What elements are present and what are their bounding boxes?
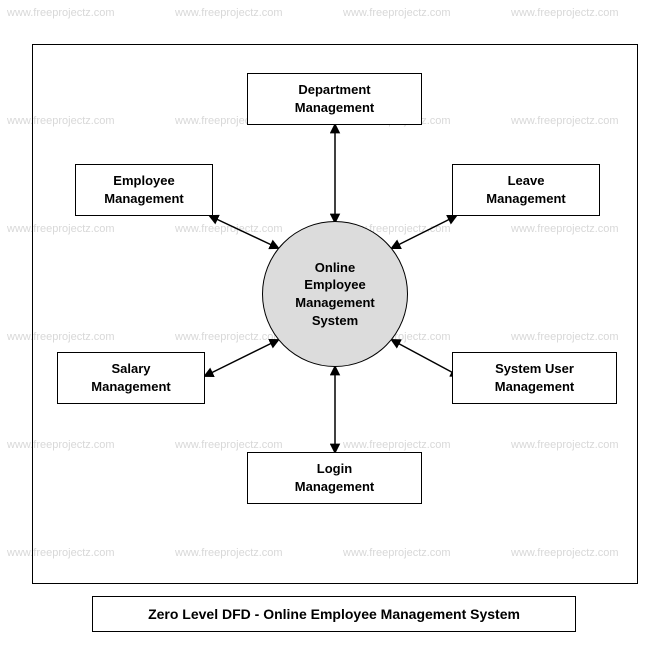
entity-sysuser: System UserManagement xyxy=(452,352,617,404)
center-process: OnlineEmployeeManagementSystem xyxy=(262,221,408,367)
entity-label: SalaryManagement xyxy=(91,360,170,395)
watermark-text: www.freeprojectz.com xyxy=(175,7,283,19)
entity-label: LoginManagement xyxy=(295,460,374,495)
entity-label: System UserManagement xyxy=(495,360,574,395)
entity-label: EmployeeManagement xyxy=(104,172,183,207)
entity-label: DepartmentManagement xyxy=(295,81,374,116)
caption-text: Zero Level DFD - Online Employee Managem… xyxy=(148,606,520,622)
watermark-text: www.freeprojectz.com xyxy=(7,7,115,19)
entity-department: DepartmentManagement xyxy=(247,73,422,125)
entity-salary: SalaryManagement xyxy=(57,352,205,404)
entity-label: LeaveManagement xyxy=(486,172,565,207)
diagram-caption: Zero Level DFD - Online Employee Managem… xyxy=(92,596,576,632)
center-label: OnlineEmployeeManagementSystem xyxy=(295,259,374,329)
entity-employee: EmployeeManagement xyxy=(75,164,213,216)
entity-login: LoginManagement xyxy=(247,452,422,504)
watermark-text: www.freeprojectz.com xyxy=(343,7,451,19)
watermark-text: www.freeprojectz.com xyxy=(511,7,619,19)
entity-leave: LeaveManagement xyxy=(452,164,600,216)
